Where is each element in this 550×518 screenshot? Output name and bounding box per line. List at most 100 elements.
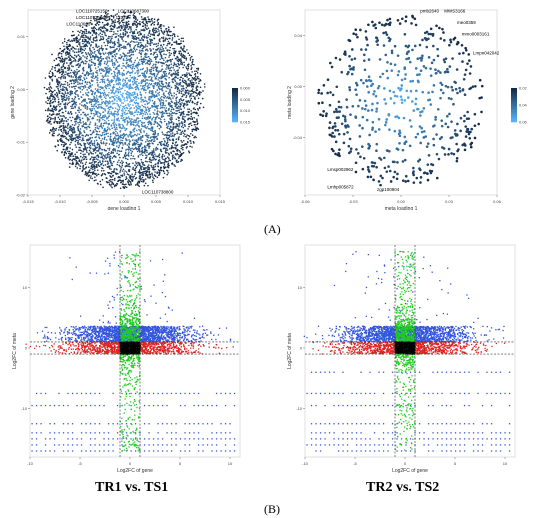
gene-point: [83, 77, 85, 79]
gene-point: [89, 157, 92, 160]
gene-point: [82, 139, 85, 142]
gene-point: [96, 69, 98, 72]
gene-point: [159, 97, 162, 99]
gene-point: [110, 15, 113, 17]
gene-point: [86, 83, 88, 85]
gene-point: [195, 92, 198, 94]
gene-point: [133, 114, 136, 117]
gene-point: [77, 143, 79, 146]
gene-loading-scatter: -0.015 -0.010 -0.005 0.000 0.005 0.010 0.015-0…: [10, 9, 251, 212]
gene-point: [178, 111, 181, 114]
gene-point: [91, 105, 93, 108]
gene-point: [174, 141, 177, 144]
gene-point: [157, 165, 159, 167]
gene-point: [107, 107, 109, 110]
gene-point: [82, 42, 84, 45]
gene-point: [111, 62, 114, 65]
gene-point: [109, 102, 111, 105]
gene-point: [99, 35, 102, 38]
gene-point: [112, 122, 114, 125]
gene-point: [195, 78, 198, 81]
gene-point: [109, 60, 111, 63]
gene-point: [147, 102, 149, 105]
gene-point: [149, 115, 152, 118]
gene-point: [73, 100, 75, 103]
gene-point: [183, 94, 186, 96]
gene-point: [154, 175, 157, 178]
gene-point: [51, 78, 53, 81]
gene-point: [110, 185, 112, 187]
gene-point: [201, 97, 204, 100]
gene-point: [146, 39, 149, 42]
gene-point: [134, 111, 136, 114]
gene-point: [167, 34, 170, 37]
gene-point: [141, 154, 144, 157]
panel-a-left: -0.015 -0.010 -0.005 0.000 0.005 0.010 0.015 -0…: [0, 0, 275, 212]
gene-point: [177, 101, 180, 104]
gene-point: [153, 177, 155, 180]
gene-point: [117, 110, 119, 113]
gene-point: [84, 172, 87, 174]
gene-point: [118, 108, 121, 110]
gene-point: [47, 117, 50, 120]
gene-point: [84, 52, 87, 54]
gene-point: [135, 109, 138, 112]
gene-point: [123, 65, 126, 67]
gene-point: [99, 26, 102, 29]
gene-point: [57, 80, 59, 83]
gene-point: [63, 62, 65, 65]
gene-point: [197, 76, 199, 78]
gene-point: [184, 92, 187, 95]
gene-point: [172, 139, 175, 142]
gene-point: [173, 26, 175, 28]
gene-point: [58, 69, 61, 72]
gene-point: [145, 154, 147, 156]
gene-point: [186, 73, 188, 76]
gene-point: [122, 183, 124, 185]
gene-point: [163, 72, 166, 75]
gene-point: [187, 64, 189, 67]
gene-point: [178, 98, 181, 101]
gene-point: [195, 111, 198, 114]
gene-point: [67, 99, 70, 101]
gene-point: [150, 58, 152, 61]
gene-point: [182, 148, 184, 151]
gene-point: [85, 53, 88, 56]
gene-point: [101, 26, 104, 28]
gene-point: [143, 111, 146, 113]
gene-point: [113, 121, 115, 124]
gene-point: [97, 127, 100, 130]
gene-point: [125, 183, 127, 186]
gene-point: [131, 76, 134, 79]
gene-point: [101, 157, 104, 160]
gene-point: [165, 53, 167, 56]
gene-point: [151, 166, 153, 168]
gene-point: [45, 92, 47, 95]
gene-point: [77, 78, 80, 80]
gene-point: [175, 40, 178, 42]
gene-point: [124, 134, 126, 136]
gene-point: [75, 159, 78, 162]
gene-point: [68, 150, 71, 153]
gene-point: [46, 102, 49, 105]
gene-point: [171, 74, 173, 76]
gene-point: [104, 74, 107, 76]
gene-point: [143, 171, 145, 173]
gene-point: [123, 174, 126, 176]
gene-point: [190, 68, 192, 70]
gene-point: [127, 179, 130, 181]
gene-point: [105, 130, 108, 133]
gene-point: [176, 123, 179, 126]
gene-point: [165, 47, 167, 49]
gene-point: [154, 136, 156, 139]
gene-point: [47, 99, 49, 102]
gene-point: [86, 106, 89, 109]
gene-point: [90, 89, 92, 92]
gene-point: [61, 89, 64, 92]
gene-point: [161, 131, 164, 133]
x-tick-label: 0.000: [119, 199, 130, 204]
gene-point: [107, 54, 110, 56]
gene-point: [159, 88, 161, 90]
gene-point: [94, 110, 97, 112]
gene-point: [111, 90, 114, 92]
